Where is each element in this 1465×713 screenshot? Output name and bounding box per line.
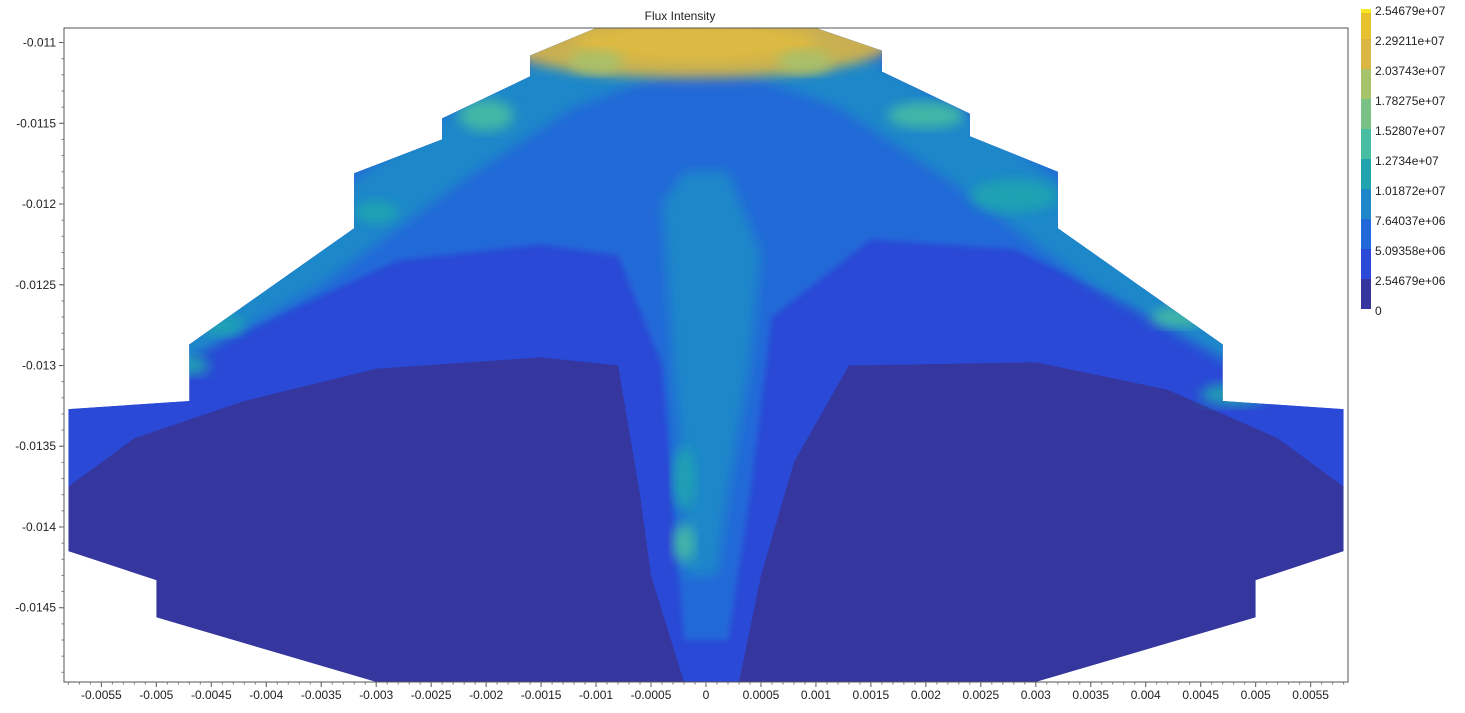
- x-tick-label: 0.0015: [853, 688, 890, 702]
- y-tick-label: -0.013: [22, 358, 56, 372]
- colorbar-swatch: [1361, 279, 1371, 309]
- colorbar-label: 1.01872e+07: [1375, 184, 1446, 198]
- colorbar-label: 1.2734e+07: [1375, 154, 1439, 168]
- x-tick-label: -0.0025: [411, 688, 452, 702]
- colorbar-swatch: [1361, 9, 1371, 39]
- flux-hotspot: [354, 200, 399, 224]
- colorbar-label: 7.64037e+06: [1375, 214, 1446, 228]
- y-tick-label: -0.0125: [15, 278, 56, 292]
- flux-hotspot: [969, 179, 1058, 212]
- flux-hotspot: [777, 50, 833, 74]
- flux-hotspot: [458, 99, 514, 132]
- colorbar-label: 2.54679e+07: [1375, 4, 1446, 18]
- flux-hotspot: [887, 102, 965, 129]
- x-tick-label: -0.0035: [301, 688, 342, 702]
- y-tick-label: -0.0115: [16, 116, 56, 130]
- y-tick-label: -0.011: [23, 36, 56, 50]
- colorbar-swatch: [1361, 219, 1371, 249]
- x-tick-label: 0.003: [1021, 688, 1051, 702]
- colorbar-swatch: [1361, 69, 1371, 99]
- plot-area: [68, 28, 1344, 682]
- flux-hotspot: [568, 50, 624, 74]
- colorbar-label: 2.54679e+06: [1375, 274, 1446, 288]
- x-tick-label: -0.003: [359, 688, 393, 702]
- colorbar-swatch: [1361, 159, 1371, 189]
- x-tick-label: -0.0045: [191, 688, 232, 702]
- colorbar-label: 1.78275e+07: [1375, 94, 1446, 108]
- x-tick-label: 0.002: [911, 688, 941, 702]
- x-tick-label: 0.004: [1131, 688, 1161, 702]
- x-tick-label: -0.001: [579, 688, 613, 702]
- x-tick-label: 0.0025: [962, 688, 999, 702]
- x-tick-label: 0.0035: [1072, 688, 1109, 702]
- x-tick-label: -0.002: [469, 688, 503, 702]
- flux-hotspot: [673, 446, 695, 511]
- colorbar-swatch: [1361, 249, 1371, 279]
- colorbar-swatch: [1361, 129, 1371, 159]
- x-tick-label: -0.0015: [521, 688, 562, 702]
- colorbar-label: 2.03743e+07: [1375, 64, 1446, 78]
- x-tick-label: 0.0055: [1292, 688, 1329, 702]
- colorbar-label: 0: [1375, 304, 1382, 318]
- x-tick-label: 0: [703, 688, 710, 702]
- colorbar-swatch: [1361, 99, 1371, 129]
- colorbar-label: 2.29211e+07: [1375, 34, 1445, 48]
- x-tick-label: -0.005: [139, 688, 173, 702]
- colorbar-label: 1.52807e+07: [1375, 124, 1446, 138]
- x-tick-label: 0.005: [1241, 688, 1271, 702]
- y-tick-label: -0.014: [22, 520, 56, 534]
- y-tick-label: -0.0135: [15, 439, 56, 453]
- chart-title: Flux Intensity: [645, 9, 716, 23]
- x-tick-label: 0.0045: [1182, 688, 1219, 702]
- flux-region: [68, 28, 1344, 682]
- colorbar-top-swatch: [1361, 9, 1371, 13]
- x-tick-label: -0.004: [249, 688, 283, 702]
- y-axis: -0.011 -0.0115 -0.012 -0.0125 -0.013 -0.0135 -…: [15, 36, 64, 673]
- colorbar-swatch: [1361, 189, 1371, 219]
- y-tick-label: -0.0145: [15, 601, 56, 615]
- x-tick-label: -0.0005: [631, 688, 672, 702]
- colorbar: 2.54679e+07 2.29211e+07 2.03743e+07 1.78275…: [1361, 4, 1446, 318]
- flux-hotspot: [673, 523, 695, 563]
- x-tick-label: -0.0055: [81, 688, 122, 702]
- colorbar-swatch: [1361, 39, 1371, 69]
- y-tick-label: -0.012: [22, 197, 56, 211]
- x-tick-label: 0.001: [801, 688, 831, 702]
- colorbar-label: 5.09358e+06: [1375, 244, 1446, 258]
- x-tick-label: 0.0005: [743, 688, 780, 702]
- x-axis: -0.0055 -0.005 -0.0045 -0.004 -0.0035 -0.003 -…: [67, 682, 1345, 702]
